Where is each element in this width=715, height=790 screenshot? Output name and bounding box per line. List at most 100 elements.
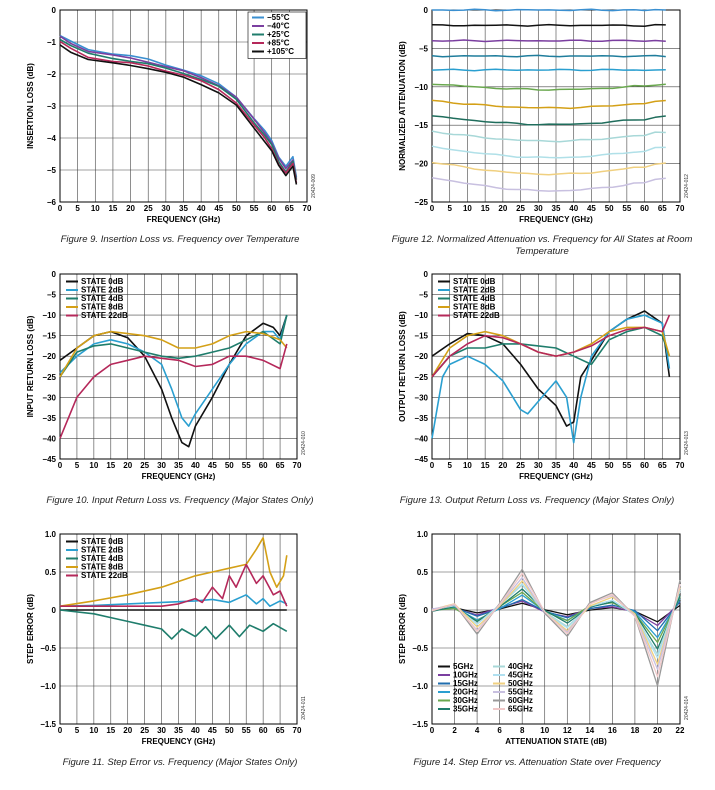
x-tick-label: 70 bbox=[303, 204, 312, 213]
y-tick-label: −1 bbox=[47, 38, 57, 47]
x-tick-label: 70 bbox=[293, 461, 302, 470]
legend-label: STATE 0dB bbox=[81, 537, 124, 546]
x-tick-label: 4 bbox=[475, 726, 480, 735]
legend-label: STATE 4dB bbox=[81, 554, 124, 563]
x-tick-label: 60 bbox=[259, 726, 268, 735]
series-line bbox=[60, 563, 288, 607]
x-tick-label: 55 bbox=[250, 204, 259, 213]
legend-label: 35GHz bbox=[453, 705, 478, 714]
x-tick-label: 10 bbox=[89, 461, 98, 470]
series-line bbox=[431, 161, 666, 176]
x-axis-label: FREQUENCY (GHz) bbox=[142, 472, 216, 481]
chart-fig11: 0 5 10 15 20 25 30 35 40 45 50 55 60 65 70 1.0 0.5 0 −0.5 −… bbox=[0, 520, 357, 790]
x-tick-label: 25 bbox=[140, 726, 149, 735]
legend-label: 50GHz bbox=[508, 679, 533, 688]
x-tick-label: 50 bbox=[225, 726, 234, 735]
x-tick-label: 65 bbox=[276, 461, 285, 470]
x-axis-label: ATTENUATION STATE (dB) bbox=[505, 737, 607, 746]
y-tick-label: −10 bbox=[414, 83, 428, 92]
y-tick-label: −5 bbox=[419, 291, 429, 300]
x-tick-label: 65 bbox=[285, 204, 294, 213]
x-tick-label: 40 bbox=[569, 204, 578, 213]
plot-border bbox=[59, 9, 308, 203]
y-tick-label: 0 bbox=[52, 6, 57, 15]
legend-label: STATE 2dB bbox=[453, 286, 496, 295]
x-tick-label: 25 bbox=[140, 461, 149, 470]
chart-fig10: 0 5 10 15 20 25 30 35 40 45 50 55 60 65 70 0 −5 −10 −15 −20… bbox=[0, 262, 357, 512]
x-tick-label: 65 bbox=[658, 204, 667, 213]
chart-fig13: 0 5 10 15 20 25 30 35 40 45 50 55 60 65 70 0 −5 −10 −15 −20… bbox=[357, 262, 715, 512]
series-line bbox=[431, 572, 681, 678]
x-tick-label: 50 bbox=[605, 204, 614, 213]
y-tick-label: −10 bbox=[42, 311, 56, 320]
x-tick-label: 55 bbox=[622, 204, 631, 213]
legend-label: 10GHz bbox=[453, 671, 478, 680]
y-tick-label: −2 bbox=[47, 70, 57, 79]
y-tick-label: −20 bbox=[42, 352, 56, 361]
x-tick-label: 15 bbox=[106, 461, 115, 470]
x-tick-label: 0 bbox=[58, 461, 63, 470]
x-tick-label: 20 bbox=[123, 726, 132, 735]
y-axis-label: OUTPUT RETURN LOSS (dB) bbox=[398, 311, 407, 422]
series-line bbox=[431, 176, 666, 192]
y-tick-label: 0 bbox=[52, 606, 57, 615]
plot-border bbox=[59, 533, 298, 725]
series-line bbox=[431, 99, 666, 110]
x-tick-label: 60 bbox=[640, 204, 649, 213]
x-tick-label: 45 bbox=[208, 461, 217, 470]
y-tick-label: −25 bbox=[414, 198, 428, 207]
legend-label: 65GHz bbox=[508, 705, 533, 714]
legend-label: 5GHz bbox=[453, 662, 473, 671]
x-tick-label: 15 bbox=[481, 461, 490, 470]
x-tick-label: 20 bbox=[126, 204, 135, 213]
x-tick-label: 40 bbox=[569, 461, 578, 470]
plot-border bbox=[431, 533, 681, 725]
x-tick-label: 40 bbox=[191, 726, 200, 735]
y-tick-label: −1.5 bbox=[40, 720, 56, 729]
y-tick-label: −0.5 bbox=[412, 644, 428, 653]
legend-label: 45GHz bbox=[508, 671, 533, 680]
legend-label: STATE 8dB bbox=[81, 303, 124, 312]
series-line bbox=[431, 310, 671, 427]
series-line bbox=[59, 536, 288, 607]
legend-label: +105°C bbox=[267, 47, 294, 56]
legend-label: STATE 22dB bbox=[453, 311, 500, 320]
y-tick-label: 0.5 bbox=[417, 568, 429, 577]
x-tick-label: 30 bbox=[534, 204, 543, 213]
plot-border bbox=[431, 273, 681, 460]
y-tick-label: 0 bbox=[52, 270, 57, 279]
legend-label: −55°C bbox=[267, 13, 290, 22]
caption-fig12: Figure 12. Normalized Attenuation vs. Fr… bbox=[391, 234, 693, 257]
x-axis-label: FREQUENCY (GHz) bbox=[142, 737, 216, 746]
y-tick-label: −15 bbox=[414, 121, 428, 130]
x-tick-label: 40 bbox=[197, 204, 206, 213]
y-tick-label: −1.5 bbox=[412, 720, 428, 729]
x-tick-label: 2 bbox=[452, 726, 457, 735]
x-tick-label: 70 bbox=[293, 726, 302, 735]
chart-svg-fig10: 0 5 10 15 20 25 30 35 40 45 50 55 60 65 70 0 −5 −10 −15 −20… bbox=[26, 270, 307, 481]
figure-id: 20424-013 bbox=[684, 431, 690, 455]
x-tick-label: 30 bbox=[534, 461, 543, 470]
series-line bbox=[431, 580, 681, 665]
legend-label: STATE 8dB bbox=[81, 563, 124, 572]
legend-label: 40GHz bbox=[508, 662, 533, 671]
x-tick-label: 30 bbox=[161, 204, 170, 213]
x-tick-label: 10 bbox=[89, 726, 98, 735]
y-tick-label: −45 bbox=[42, 455, 56, 464]
plot-border bbox=[59, 273, 298, 460]
y-tick-label: −20 bbox=[414, 352, 428, 361]
y-axis-label: STEP ERROR (dB) bbox=[398, 594, 407, 664]
x-tick-label: 25 bbox=[516, 461, 525, 470]
series-line bbox=[431, 23, 666, 28]
series-line bbox=[59, 330, 288, 378]
x-tick-label: 12 bbox=[563, 726, 572, 735]
x-tick-label: 35 bbox=[552, 461, 561, 470]
y-tick-label: 0 bbox=[424, 6, 429, 15]
chart-fig9: 0 5 10 15 20 25 30 35 40 45 50 55 60 65 70 0 −1 −2 −3 −4 −5 −… bbox=[0, 0, 357, 260]
y-tick-label: −25 bbox=[414, 373, 428, 382]
caption-fig9: Figure 9. Insertion Loss vs. Frequency o… bbox=[60, 234, 300, 245]
legend-label: +85°C bbox=[267, 39, 290, 48]
